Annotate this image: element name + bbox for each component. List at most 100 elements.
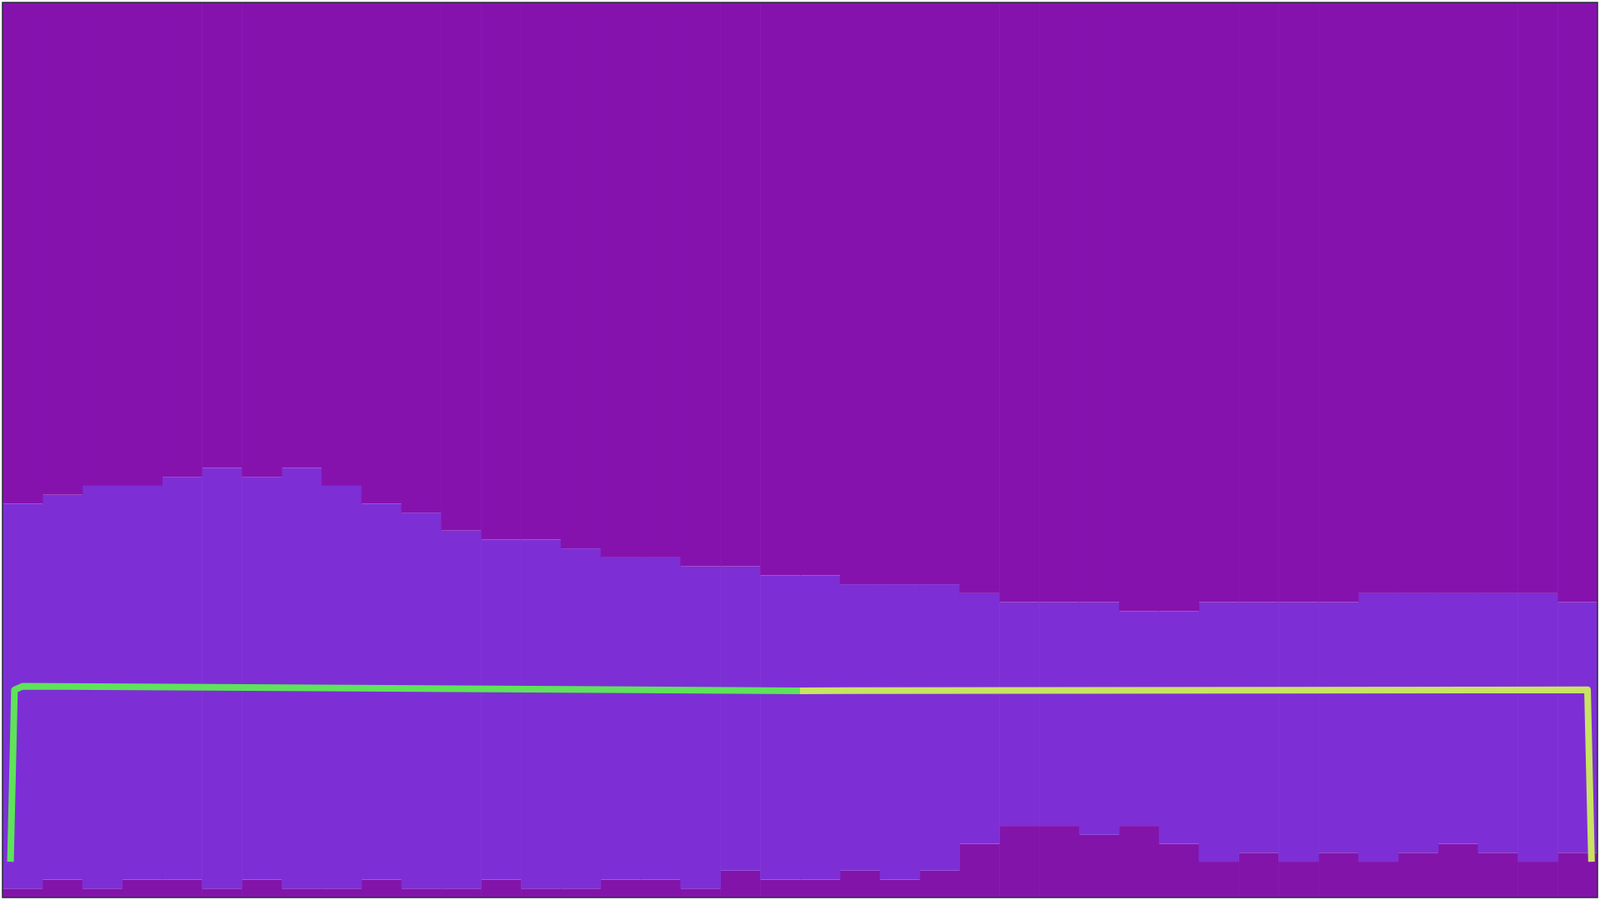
bar-segment (440, 888, 481, 898)
bar-segment (1517, 861, 1558, 898)
bar-segment (480, 880, 521, 898)
bar-segment (560, 2, 601, 549)
bar-segment (640, 880, 681, 898)
bar-segment (880, 2, 920, 585)
bar-segment (1159, 844, 1200, 898)
bar-segment (760, 880, 800, 898)
bar-segment (999, 602, 1040, 827)
plot (2, 2, 1599, 898)
bar-segment (1238, 852, 1279, 898)
line (10, 686, 800, 863)
bar-segment (321, 2, 362, 486)
bar-segment (680, 2, 720, 567)
bar-segment (1557, 2, 1598, 603)
bar-segment (1278, 2, 1319, 603)
bar-segment (480, 2, 521, 540)
bar-segment (122, 880, 163, 898)
bar-segment (999, 2, 1040, 603)
bar-segment (560, 888, 601, 898)
bar-segment (361, 880, 402, 898)
bar-segment (1358, 2, 1399, 594)
bar-segment (1438, 2, 1479, 594)
bar-segment (1398, 593, 1439, 853)
bar-segment (800, 2, 840, 575)
bar-segment (600, 880, 641, 898)
bar-segment (1517, 593, 1558, 862)
bar-segment (401, 2, 442, 513)
bar-segment (880, 584, 920, 880)
bar-segment (640, 2, 681, 558)
chart (0, 0, 1600, 900)
bar-segment (840, 2, 880, 585)
bar-series (2, 2, 1598, 611)
bar-segment (1119, 610, 1160, 826)
bar-segment (1398, 2, 1439, 594)
bar-segment (1477, 593, 1518, 853)
bar-segment (440, 530, 481, 890)
bar-segment (800, 575, 840, 880)
bar-segment (1238, 2, 1279, 603)
bar-segment (1278, 602, 1319, 862)
bar-segment (920, 870, 960, 898)
bar-segment (1477, 852, 1518, 898)
bar-segment (959, 2, 1000, 594)
bar-segment (2, 2, 43, 504)
bar-segment (201, 888, 242, 898)
bar-segment (760, 2, 800, 575)
bar-segment (680, 888, 720, 898)
bar-segment (161, 880, 202, 898)
bar-segment (1199, 861, 1240, 898)
bar-segment (959, 593, 1000, 845)
bar-segment (1199, 602, 1240, 862)
bar-segment (520, 539, 561, 889)
line (800, 690, 1592, 862)
bar-segment (720, 566, 760, 871)
bar-segment (920, 2, 960, 585)
bar-segment (720, 870, 760, 898)
bar-segment (1079, 835, 1120, 898)
bar-segment (201, 2, 242, 468)
bar-segment (680, 566, 720, 890)
bar-segment (241, 2, 282, 477)
bar-segment (760, 575, 800, 880)
bar-segment (1398, 852, 1439, 898)
bar-segment (42, 880, 83, 898)
bar-segment (600, 557, 641, 880)
bar-segment (1438, 593, 1479, 845)
bar-segment (600, 2, 641, 558)
bar-segment (1318, 602, 1359, 854)
bar-segment (480, 539, 521, 880)
bar-segment (840, 584, 880, 871)
bar-segment (1358, 593, 1399, 862)
bar-segment (520, 888, 561, 898)
bar-segment (122, 485, 163, 880)
bar-segment (1119, 2, 1160, 611)
bar-segment (1079, 602, 1120, 835)
bar-segment (82, 2, 123, 486)
bar-segment (959, 844, 1000, 898)
bar-segment (999, 825, 1040, 898)
marks (2, 2, 1598, 898)
bar-segment (1199, 2, 1240, 603)
bar-segment (1358, 861, 1399, 898)
bar-segment (241, 476, 282, 880)
bar-segment (201, 467, 242, 889)
bar-segment (1039, 602, 1080, 827)
bar-segment (840, 870, 880, 898)
bar-segment (560, 548, 601, 889)
bar-segment (1278, 861, 1319, 898)
bar-segment (1318, 852, 1359, 898)
bar-segment (281, 467, 322, 889)
bar-segment (161, 2, 202, 477)
bar-segment (42, 2, 83, 495)
bar-segment (1517, 2, 1558, 594)
bar-segment (1039, 825, 1080, 898)
bar-segment (321, 888, 362, 898)
bar-segment (1477, 2, 1518, 594)
bar-segment (1079, 2, 1120, 603)
bar-segment (361, 2, 402, 504)
bar-segment (82, 888, 123, 898)
bar-segment (720, 2, 760, 567)
bar-segment (1039, 2, 1080, 603)
bar-segment (920, 584, 960, 871)
